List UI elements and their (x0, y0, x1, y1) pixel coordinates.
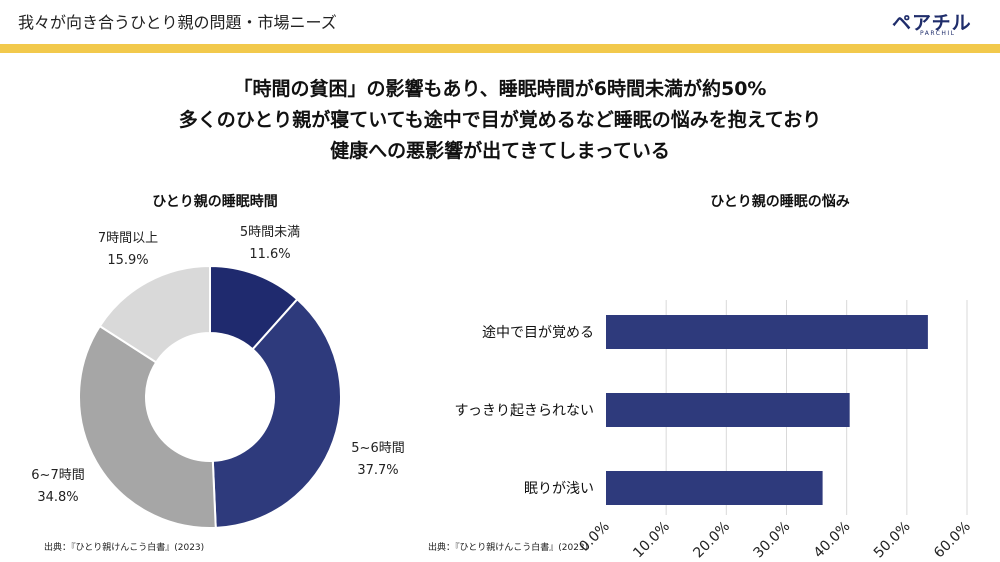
logo-text: ペアチル (892, 12, 972, 34)
headline-line-1: 「時間の貧困」の影響もあり、睡眠時間が6時間未満が約50% (233, 78, 767, 100)
donut-value-label-1: 11.6% (249, 247, 290, 262)
yellow-divider (0, 44, 1000, 53)
bar-x-tick-label-2: 20.0% (690, 519, 733, 562)
bar-x-tick-label-5: 50.0% (871, 519, 914, 562)
bar-x-tick-label-3: 30.0% (751, 519, 794, 562)
logo: ペアチル PARCHIL (880, 6, 980, 42)
bar-category-label-3: 眠りが浅い (524, 481, 594, 497)
bar-x-tick-label-4: 40.0% (811, 519, 854, 562)
bar-3 (606, 471, 823, 505)
donut-category-label-2: 5~6時間 (351, 441, 404, 456)
headline-line-3: 健康への悪影響が出てきてしまっている (330, 140, 670, 162)
logo-subtext: PARCHIL (920, 30, 956, 37)
donut-chart-title: ひとり親の睡眠時間 (152, 194, 278, 210)
bar-source-note: 出典：『ひとり親けんこう白書』(2023) (428, 543, 589, 553)
donut-category-label-1: 5時間未満 (240, 225, 300, 240)
headline-line-2: 多くのひとり親が寝ていても途中で目が覚めるなど睡眠の悩みを抱えており (178, 109, 822, 131)
headline: 「時間の貧困」の影響もあり、睡眠時間が6時間未満が約50% 多くのひとり親が寝て… (0, 74, 1000, 167)
bar-chart-title: ひとり親の睡眠の悩み (710, 194, 850, 210)
header-title: 我々が向き合うひとり親の問題・市場ニーズ (18, 13, 337, 32)
bar-category-label-2: すっきり起きられない (455, 403, 594, 419)
donut-source-note: 出典：『ひとり親けんこう白書』(2023) (44, 543, 205, 553)
donut-value-label-4: 15.9% (107, 253, 148, 268)
donut-slice-3 (78, 324, 217, 529)
donut-value-label-3: 34.8% (37, 490, 78, 505)
donut-category-label-4: 7時間以上 (98, 231, 158, 246)
bar-1 (606, 315, 928, 349)
donut-value-label-2: 37.7% (357, 463, 398, 478)
bar-2 (606, 393, 850, 427)
donut-category-label-3: 6~7時間 (31, 468, 84, 483)
bar-category-label-1: 途中で目が覚める (482, 324, 594, 341)
bar-x-tick-label-6: 60.0% (931, 519, 974, 562)
donut-slice-2 (211, 297, 342, 529)
bar-x-tick-label-1: 10.0% (630, 519, 673, 562)
donut-slice-4 (98, 264, 211, 364)
